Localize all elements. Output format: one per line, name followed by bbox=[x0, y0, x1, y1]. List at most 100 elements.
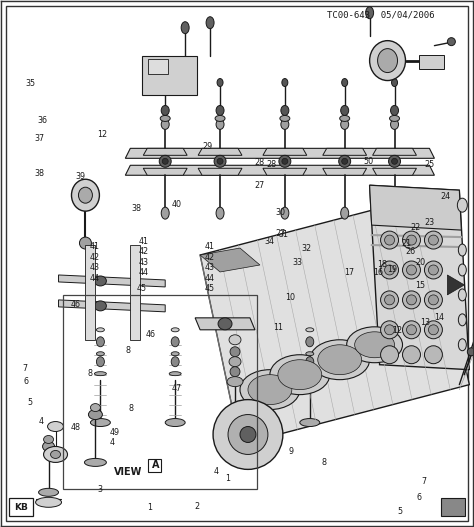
Ellipse shape bbox=[94, 372, 106, 376]
Text: 34: 34 bbox=[264, 237, 274, 246]
Ellipse shape bbox=[306, 352, 314, 356]
Ellipse shape bbox=[96, 352, 104, 356]
Text: 4: 4 bbox=[109, 437, 114, 447]
Ellipse shape bbox=[341, 207, 349, 219]
Text: 43: 43 bbox=[89, 263, 99, 272]
Ellipse shape bbox=[216, 120, 224, 130]
Ellipse shape bbox=[282, 79, 288, 86]
Text: 4: 4 bbox=[38, 417, 43, 426]
Text: 47: 47 bbox=[172, 384, 182, 393]
Text: 41: 41 bbox=[89, 242, 99, 251]
Ellipse shape bbox=[407, 265, 417, 275]
Ellipse shape bbox=[240, 426, 256, 443]
Text: 1: 1 bbox=[147, 503, 152, 512]
Text: 49: 49 bbox=[110, 428, 120, 437]
Ellipse shape bbox=[72, 179, 100, 211]
Ellipse shape bbox=[161, 120, 169, 130]
Text: 43: 43 bbox=[205, 263, 215, 272]
Ellipse shape bbox=[279, 155, 291, 167]
Text: 46: 46 bbox=[146, 330, 156, 339]
Text: 27: 27 bbox=[255, 181, 265, 190]
Ellipse shape bbox=[391, 105, 399, 115]
Ellipse shape bbox=[228, 415, 268, 454]
Text: 41: 41 bbox=[138, 237, 148, 246]
Text: 22: 22 bbox=[410, 223, 421, 232]
Text: 45: 45 bbox=[204, 284, 215, 293]
Ellipse shape bbox=[214, 155, 226, 167]
Ellipse shape bbox=[240, 369, 300, 409]
Ellipse shape bbox=[171, 328, 179, 332]
Ellipse shape bbox=[89, 409, 102, 419]
Text: 5: 5 bbox=[398, 507, 402, 516]
Ellipse shape bbox=[424, 231, 442, 249]
Text: 24: 24 bbox=[441, 192, 451, 201]
Text: 44: 44 bbox=[138, 268, 148, 277]
Ellipse shape bbox=[79, 187, 92, 203]
Ellipse shape bbox=[391, 207, 399, 219]
Ellipse shape bbox=[428, 295, 438, 305]
Ellipse shape bbox=[381, 291, 399, 309]
Ellipse shape bbox=[51, 451, 61, 458]
Text: 9: 9 bbox=[289, 447, 294, 456]
Polygon shape bbox=[263, 168, 307, 175]
Text: 39: 39 bbox=[75, 172, 85, 181]
Ellipse shape bbox=[310, 340, 370, 379]
Ellipse shape bbox=[392, 158, 398, 164]
Ellipse shape bbox=[457, 198, 467, 212]
Text: 19: 19 bbox=[387, 265, 397, 275]
Text: 25: 25 bbox=[425, 160, 435, 169]
Ellipse shape bbox=[424, 321, 442, 339]
Ellipse shape bbox=[281, 105, 289, 115]
Ellipse shape bbox=[213, 399, 283, 470]
Ellipse shape bbox=[224, 418, 246, 426]
Polygon shape bbox=[58, 275, 165, 287]
Bar bbox=[9, 499, 33, 516]
Text: TC00-643  05/04/2006: TC00-643 05/04/2006 bbox=[327, 11, 434, 19]
Ellipse shape bbox=[161, 105, 169, 115]
Text: 27: 27 bbox=[275, 229, 286, 238]
Polygon shape bbox=[143, 148, 187, 155]
Ellipse shape bbox=[44, 435, 54, 444]
Ellipse shape bbox=[341, 105, 349, 115]
Text: 8: 8 bbox=[322, 457, 327, 466]
Text: 33: 33 bbox=[292, 258, 302, 267]
Ellipse shape bbox=[306, 357, 314, 367]
Ellipse shape bbox=[378, 48, 398, 73]
Ellipse shape bbox=[162, 158, 168, 164]
Ellipse shape bbox=[391, 120, 399, 130]
Ellipse shape bbox=[162, 79, 168, 86]
Ellipse shape bbox=[407, 235, 417, 245]
Polygon shape bbox=[200, 248, 260, 272]
Ellipse shape bbox=[402, 346, 420, 364]
Ellipse shape bbox=[229, 335, 241, 345]
Ellipse shape bbox=[402, 321, 420, 339]
Text: 7: 7 bbox=[23, 364, 28, 373]
Ellipse shape bbox=[355, 332, 394, 358]
Text: 13: 13 bbox=[420, 318, 430, 327]
Ellipse shape bbox=[447, 37, 456, 46]
Ellipse shape bbox=[169, 372, 181, 376]
Text: 40: 40 bbox=[172, 200, 182, 209]
Ellipse shape bbox=[402, 231, 420, 249]
Polygon shape bbox=[370, 185, 461, 230]
Text: 6: 6 bbox=[417, 493, 421, 502]
Ellipse shape bbox=[306, 337, 314, 347]
Text: 12: 12 bbox=[97, 130, 108, 139]
Ellipse shape bbox=[281, 207, 289, 219]
Text: 38: 38 bbox=[132, 204, 142, 213]
Ellipse shape bbox=[381, 231, 399, 249]
Text: 35: 35 bbox=[25, 79, 35, 89]
Text: 44: 44 bbox=[205, 274, 215, 282]
Polygon shape bbox=[125, 148, 434, 158]
Bar bbox=[148, 460, 161, 472]
Ellipse shape bbox=[339, 155, 351, 167]
Ellipse shape bbox=[230, 347, 240, 357]
Bar bbox=[441, 499, 465, 516]
Ellipse shape bbox=[340, 115, 350, 121]
Ellipse shape bbox=[424, 346, 442, 364]
Ellipse shape bbox=[407, 295, 417, 305]
Ellipse shape bbox=[217, 79, 223, 86]
Ellipse shape bbox=[171, 352, 179, 356]
Text: 42: 42 bbox=[89, 252, 100, 262]
Ellipse shape bbox=[304, 372, 316, 376]
